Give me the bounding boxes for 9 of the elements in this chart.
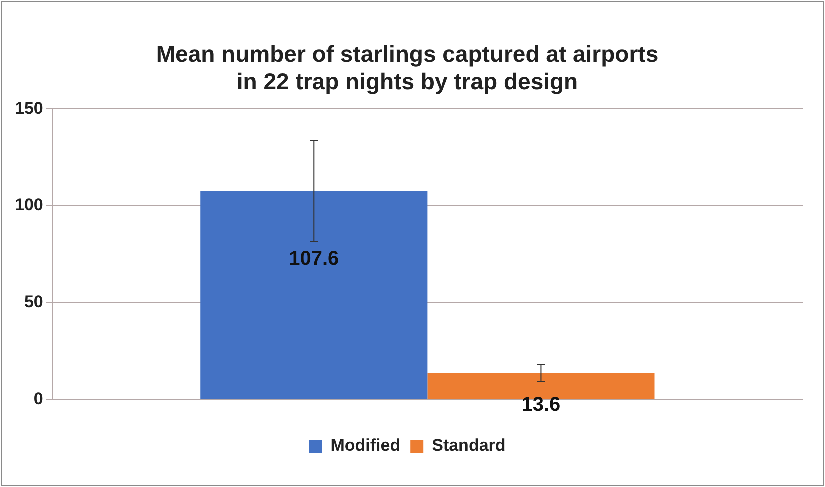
y-tick-label: 50 [24, 292, 44, 312]
legend-label: Standard [432, 436, 506, 456]
y-tick-label: 0 [34, 389, 44, 408]
data-label: 13.6 [522, 394, 561, 416]
y-tick-label: 100 [14, 196, 44, 215]
chart-title: Mean number of starlings captured at airports in 22 trap nights by trap design [156, 41, 659, 95]
data-label: 107.6 [289, 248, 340, 270]
y-tick-label: 150 [14, 98, 44, 118]
legend-label: Modified [330, 436, 401, 456]
